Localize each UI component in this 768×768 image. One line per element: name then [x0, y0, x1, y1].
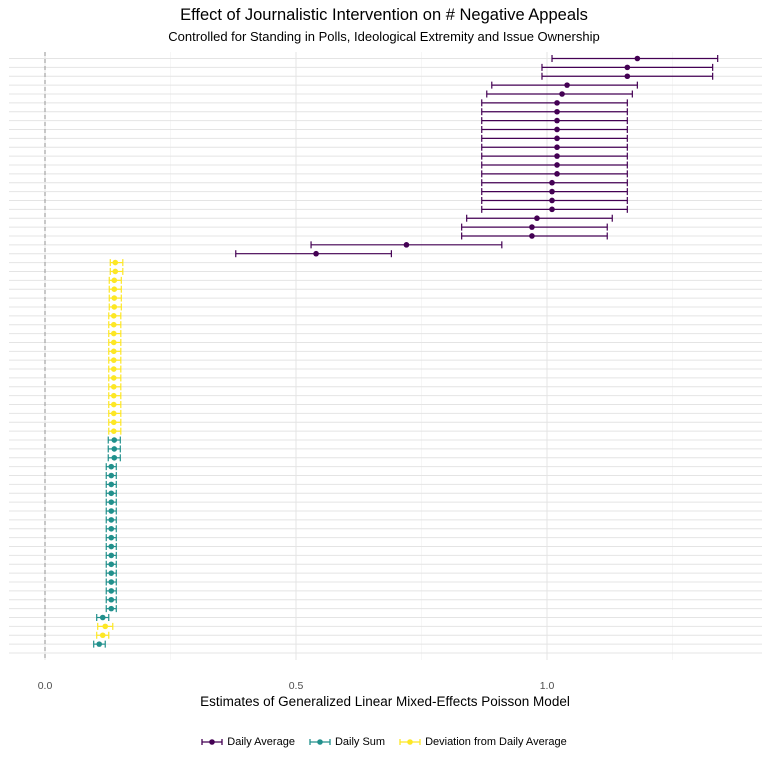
x-axis-label: Estimates of Generalized Linear Mixed-Ef…	[200, 694, 570, 709]
point-series-2-row-53	[108, 517, 115, 523]
point-series-0-row-5	[559, 91, 565, 97]
point-series-2-row-55	[108, 534, 115, 541]
point-series-1-row-33	[110, 339, 117, 346]
point-series-1-row-31	[110, 321, 117, 328]
point-series-1-row-36	[110, 366, 117, 372]
point-series-1-row-28	[111, 295, 118, 301]
point-series-2-row-56	[108, 543, 115, 550]
legend-label-deviation: Deviation from Daily Average	[425, 736, 567, 748]
point-series-0-row-12	[554, 153, 560, 159]
point-series-2-row-48	[108, 472, 115, 479]
point-series-2-row-50	[108, 490, 115, 497]
point-series-2-row-57	[108, 552, 115, 559]
point-series-2-row-54	[108, 525, 115, 532]
point-series-0-row-9	[554, 126, 560, 133]
point-series-0-row-3	[624, 73, 631, 80]
point-series-0-row-23	[313, 250, 319, 257]
point-series-1-row-24	[112, 259, 119, 266]
point-series-0-row-18	[549, 206, 555, 213]
point-series-0-row-14	[554, 171, 560, 177]
point-series-0-row-15	[549, 179, 555, 186]
point-series-1-row-42	[110, 419, 117, 426]
point-series-0-row-13	[554, 162, 560, 168]
point-series-2-row-59	[108, 570, 115, 576]
chart-subtitle: Controlled for Standing in Polls, Ideolo…	[168, 29, 600, 44]
legend-key-daily-sum	[309, 739, 331, 745]
point-series-1-row-34	[110, 348, 117, 355]
point-series-0-row-1	[634, 55, 641, 62]
point-series-0-row-2	[624, 64, 631, 71]
point-series-2-row-58	[108, 561, 115, 568]
point-series-1-row-39	[110, 392, 117, 399]
point-series-2-row-61	[108, 588, 115, 594]
x-tick-label-2: 1.0	[540, 680, 555, 692]
point-series-0-row-22	[403, 242, 410, 248]
point-series-1-row-29	[111, 304, 118, 310]
point-series-2-row-63	[108, 605, 115, 612]
point-series-0-row-16	[549, 188, 555, 195]
point-series-2-row-47	[108, 463, 115, 470]
point-series-2-row-64	[99, 614, 106, 621]
point-series-1-row-41	[110, 410, 117, 417]
point-series-0-row-4	[564, 82, 570, 88]
legend-label-daily-sum: Daily Sum	[334, 736, 386, 748]
point-series-1-row-37	[110, 375, 117, 381]
point-series-2-row-52	[108, 508, 115, 514]
legend: Daily Average Daily Sum Deviation from D…	[0, 736, 768, 748]
point-series-2-row-60	[108, 579, 115, 585]
point-series-2-row-51	[108, 499, 115, 505]
chart-title: Effect of Journalistic Intervention on #…	[180, 6, 588, 24]
point-series-1-row-30	[110, 313, 117, 319]
legend-key-deviation	[399, 739, 421, 745]
point-series-0-row-7	[554, 108, 560, 115]
point-series-3-row-66	[99, 632, 106, 639]
point-series-0-row-8	[554, 117, 560, 124]
point-series-2-row-44	[111, 437, 118, 443]
x-tick-label-1: 0.5	[289, 680, 304, 692]
x-tick-label-0: 0.0	[38, 680, 53, 692]
point-series-2-row-62	[108, 596, 115, 603]
point-series-2-row-46	[111, 454, 118, 461]
point-series-1-row-43	[110, 428, 117, 434]
point-series-1-row-27	[111, 286, 118, 293]
point-series-0-row-20	[529, 224, 535, 230]
legend-item-daily-sum: Daily Sum	[309, 736, 385, 748]
point-series-1-row-25	[112, 268, 119, 275]
point-series-1-row-40	[110, 401, 117, 408]
legend-item-daily-average: Daily Average	[201, 736, 295, 748]
point-series-0-row-6	[554, 100, 560, 106]
point-series-2-row-67	[96, 641, 103, 647]
legend-label-daily-average: Daily Average	[227, 736, 295, 748]
point-series-2-row-49	[108, 481, 115, 488]
point-series-0-row-21	[529, 233, 535, 239]
point-series-1-row-26	[111, 277, 118, 284]
point-series-3-row-65	[102, 623, 109, 630]
legend-item-deviation: Deviation from Daily Average	[399, 736, 567, 748]
point-series-1-row-38	[110, 384, 117, 390]
point-series-0-row-19	[534, 215, 540, 222]
point-series-1-row-32	[110, 330, 117, 337]
point-series-0-row-17	[549, 197, 555, 204]
point-series-0-row-10	[554, 135, 560, 142]
legend-key-daily-average	[201, 739, 223, 745]
point-series-1-row-35	[110, 357, 117, 363]
point-series-0-row-11	[554, 144, 560, 151]
point-series-2-row-45	[111, 446, 118, 452]
